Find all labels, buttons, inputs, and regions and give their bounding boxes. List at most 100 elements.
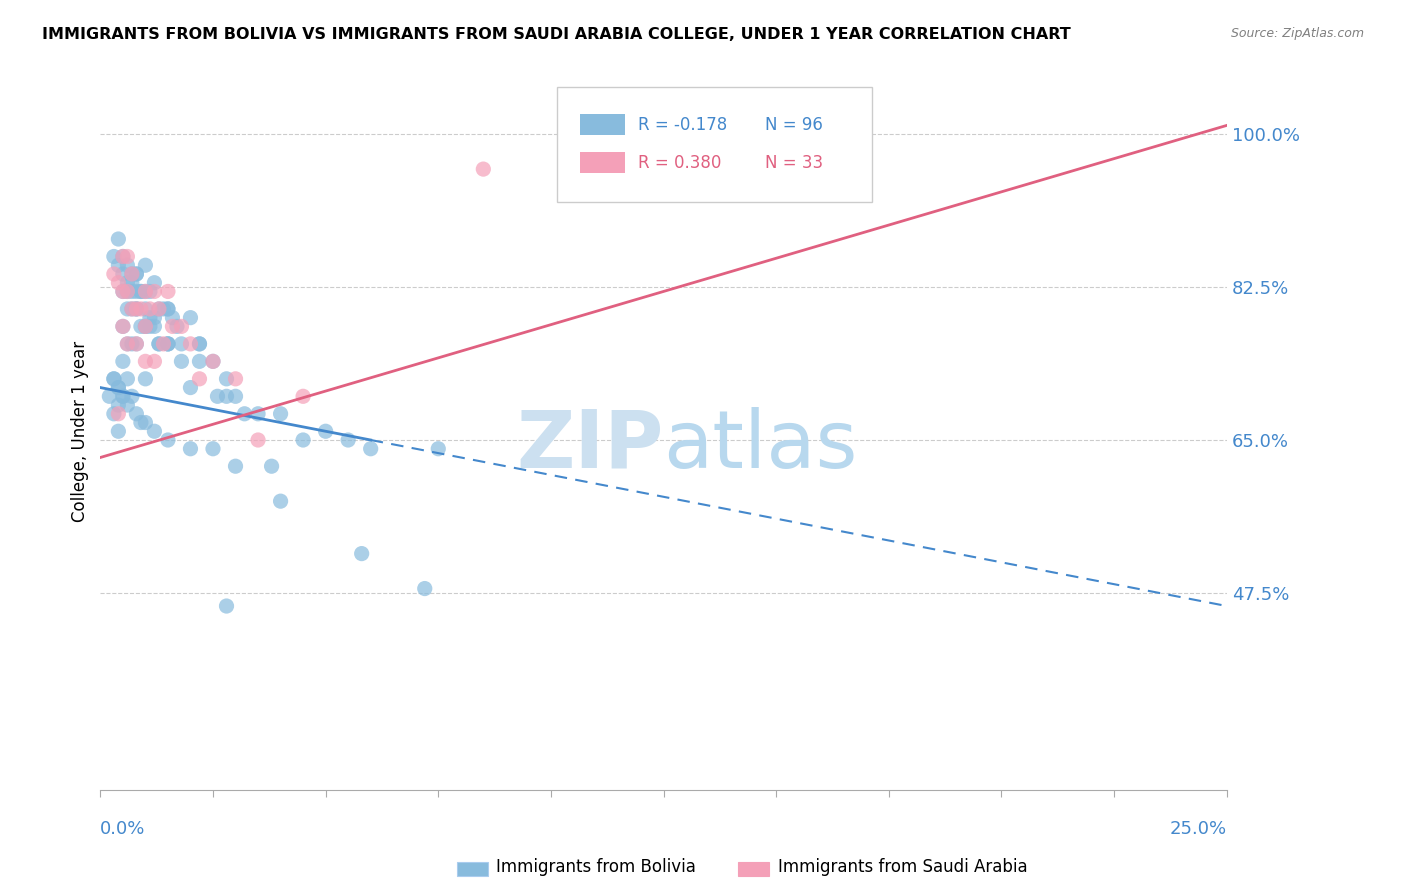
Point [350,547,373,561]
Point [111,319,134,334]
Point [260,459,283,474]
Point [134,285,156,299]
Point [134,285,156,299]
Point [156,285,179,299]
Point [107,380,129,394]
Point [125,407,148,421]
Point [121,267,143,281]
Point [121,276,143,290]
Point [247,433,270,447]
Point [107,258,129,272]
Text: 25.0%: 25.0% [1170,820,1227,838]
Point [111,354,134,368]
Point [413,582,436,596]
Point [107,276,129,290]
Point [156,301,179,316]
Point [179,337,201,351]
Point [143,285,166,299]
Text: R = -0.178: R = -0.178 [638,116,727,134]
Point [170,337,193,351]
FancyBboxPatch shape [557,87,872,202]
Point [139,319,162,334]
Point [188,354,211,368]
Point [143,354,166,368]
Point [103,372,125,386]
Text: IMMIGRANTS FROM BOLIVIA VS IMMIGRANTS FROM SAUDI ARABIA COLLEGE, UNDER 1 YEAR CO: IMMIGRANTS FROM BOLIVIA VS IMMIGRANTS FR… [42,27,1071,42]
Point [117,372,139,386]
Point [111,285,134,299]
Point [139,301,162,316]
Point [98,389,121,403]
Point [215,389,238,403]
Point [103,250,125,264]
Bar [738,862,769,876]
Point [129,285,152,299]
Point [117,250,139,264]
Point [270,494,292,508]
Point [111,319,134,334]
Point [139,285,162,299]
Point [107,424,129,438]
Point [162,319,184,334]
Point [148,337,170,351]
Point [125,301,148,316]
Point [117,276,139,290]
Point [125,337,148,351]
Point [179,380,201,394]
Point [111,285,134,299]
Text: Immigrants from Saudi Arabia: Immigrants from Saudi Arabia [778,858,1028,876]
Point [107,380,129,394]
Point [139,310,162,325]
Point [129,319,152,334]
Point [129,285,152,299]
Point [129,416,152,430]
Point [117,258,139,272]
Point [117,337,139,351]
Text: 0.0%: 0.0% [100,820,146,838]
Point [134,319,156,334]
Point [152,301,174,316]
Point [292,433,315,447]
Point [103,407,125,421]
Point [134,416,156,430]
Point [225,372,247,386]
Point [170,319,193,334]
Point [188,372,211,386]
Point [134,301,156,316]
Text: Source: ZipAtlas.com: Source: ZipAtlas.com [1230,27,1364,40]
Text: atlas: atlas [664,407,858,484]
Point [111,389,134,403]
Point [125,267,148,281]
Point [125,301,148,316]
Point [134,372,156,386]
Text: N = 33: N = 33 [765,153,823,171]
Point [201,442,224,456]
Point [125,301,148,316]
FancyBboxPatch shape [581,152,626,173]
Point [107,232,129,246]
Point [225,459,247,474]
Point [427,442,450,456]
Point [166,319,188,334]
Point [117,285,139,299]
Point [215,372,238,386]
Point [247,407,270,421]
Point [170,354,193,368]
Text: R = 0.380: R = 0.380 [638,153,721,171]
Point [143,276,166,290]
Point [156,337,179,351]
Point [179,442,201,456]
Point [125,267,148,281]
Point [225,389,247,403]
Point [121,285,143,299]
Point [121,301,143,316]
Point [121,267,143,281]
Point [117,398,139,412]
Point [201,354,224,368]
Point [134,258,156,272]
Point [121,389,143,403]
Point [143,319,166,334]
Point [156,337,179,351]
Point [156,337,179,351]
Point [134,354,156,368]
